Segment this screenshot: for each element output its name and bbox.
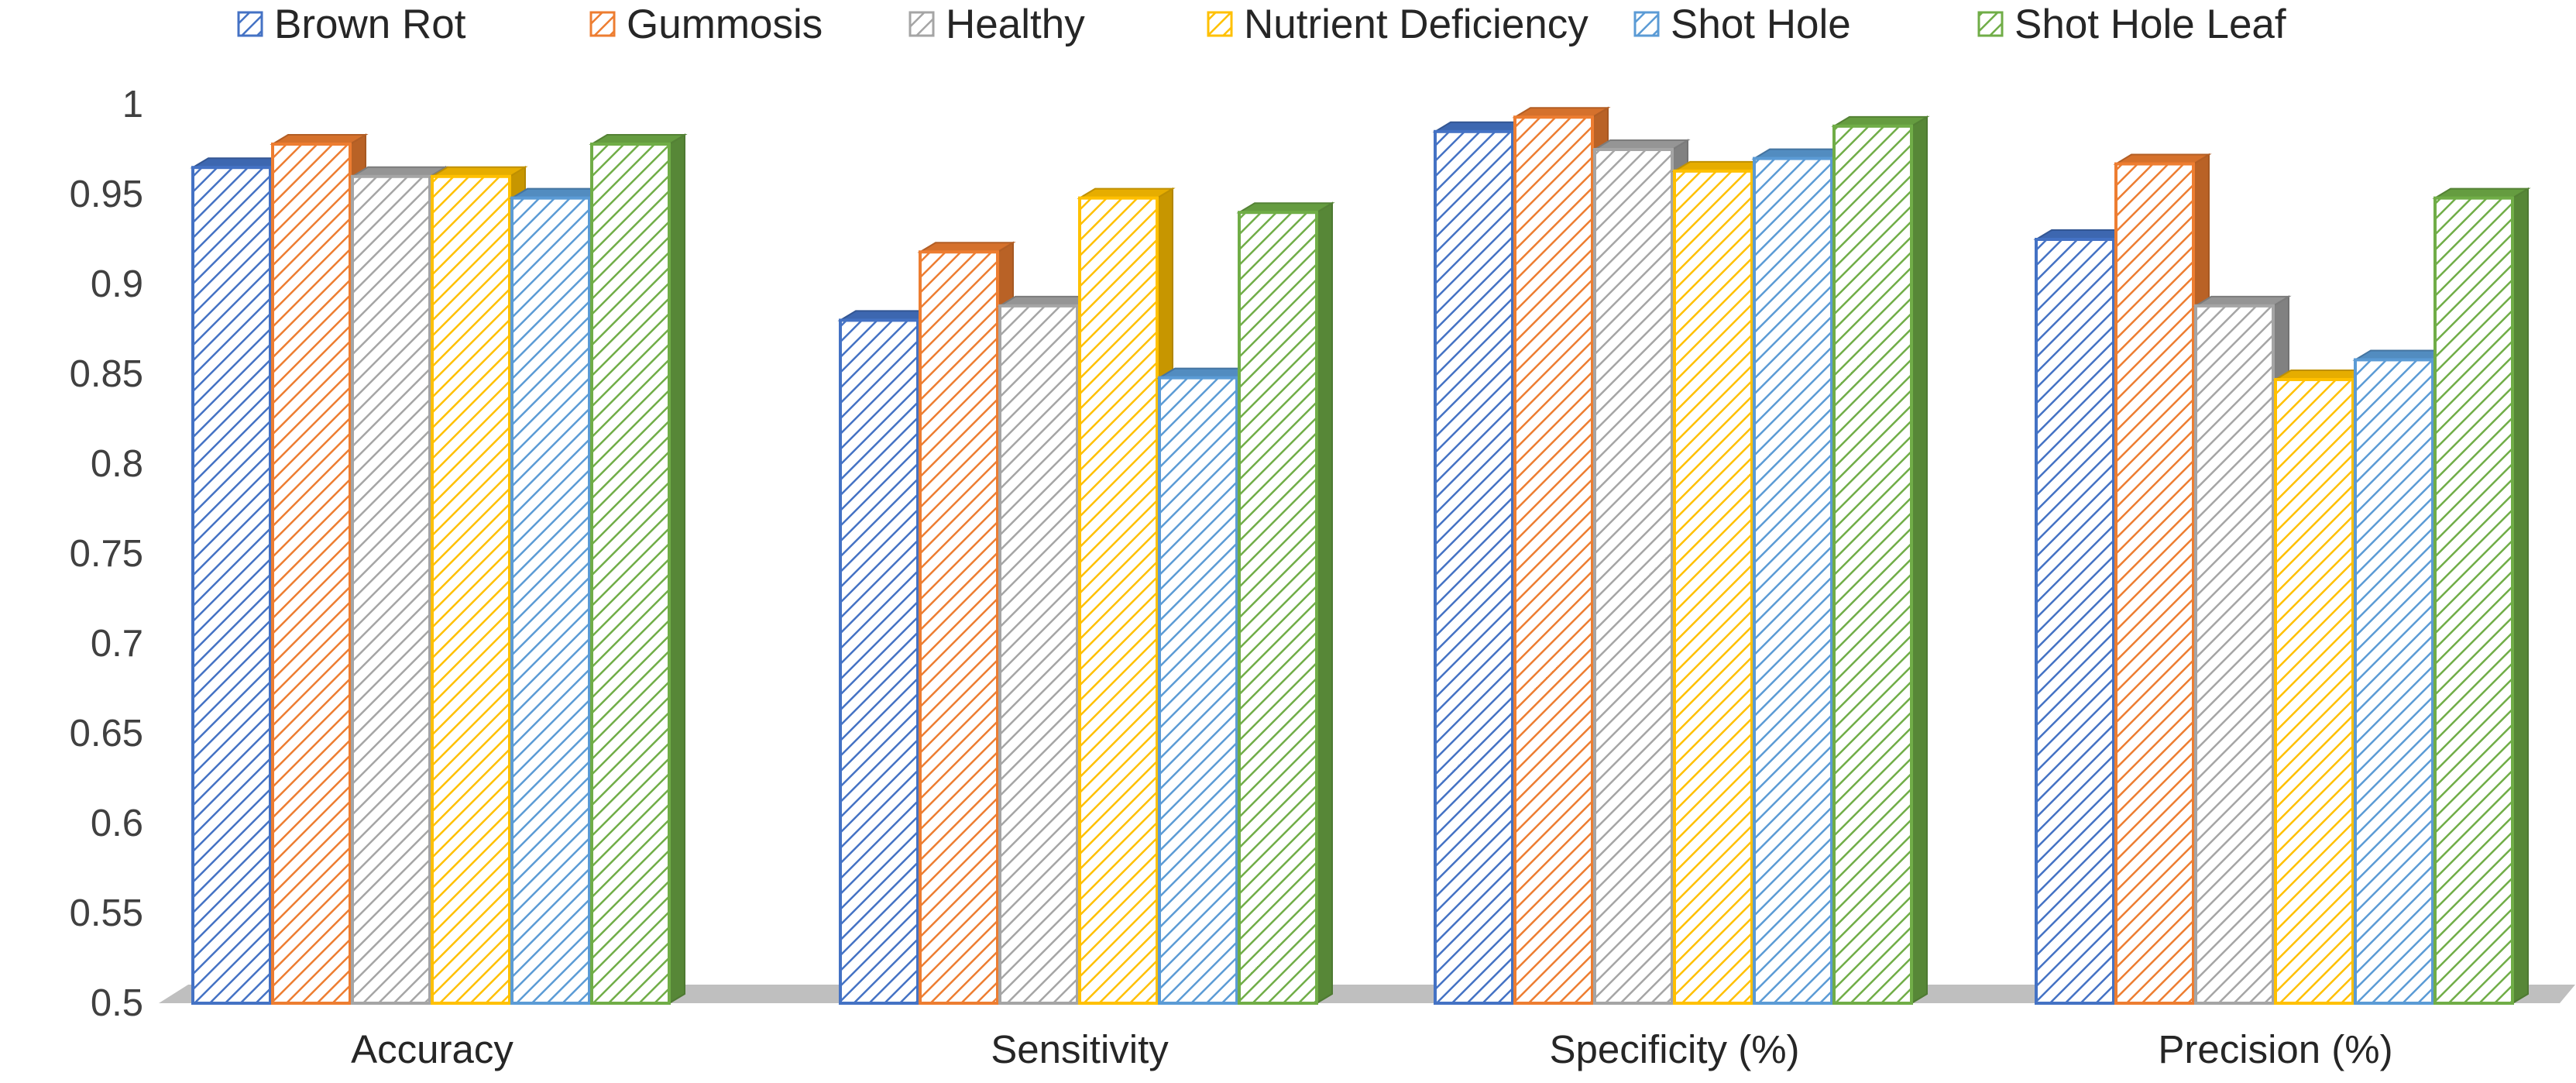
y-tick-label: 0.6 <box>91 803 143 844</box>
x-axis: Accuracy Sensitivity Specificity (%) Precis… <box>351 1027 2392 1071</box>
legend-label: Nutrient Deficiency <box>1244 2 1589 47</box>
legend-swatch <box>589 11 616 37</box>
legend-swatch <box>237 11 263 37</box>
chart-floor <box>159 985 2575 1003</box>
y-tick-label: 0.8 <box>91 443 143 485</box>
y-tick-label: 0.65 <box>70 713 143 755</box>
legend-label: Gummosis <box>627 2 823 47</box>
legend-label: Shot Hole <box>1671 2 1851 47</box>
y-tick-label: 1 <box>122 84 143 125</box>
chart-floor-plane <box>159 985 2575 1003</box>
bar-shot-hole-precision <box>2352 349 2451 1005</box>
x-category-label: Sensitivity <box>991 1027 1169 1071</box>
legend-label: Healthy <box>946 2 1085 47</box>
y-tick-label: 0.55 <box>70 892 143 934</box>
bar-group-sensitivity <box>837 187 1335 1005</box>
legend-item-shot-hole-leaf: Shot Hole Leaf <box>1977 2 2286 47</box>
y-tick-label: 0.7 <box>91 623 143 665</box>
legend-swatch <box>1633 11 1660 37</box>
legend-item-healthy: Healthy <box>908 2 1085 47</box>
y-tick-label: 0.9 <box>91 263 143 305</box>
legend-item-gummosis: Gummosis <box>589 2 823 47</box>
y-tick-label: 0.85 <box>70 353 143 395</box>
x-category-label: Specificity (%) <box>1549 1027 1799 1071</box>
legend-item-nutrient-deficiency: Nutrient Deficiency <box>1207 2 1589 47</box>
legend-swatch <box>1977 11 2004 37</box>
legend: Brown Rot Gummosis Healthy Nutrient Deficie… <box>237 2 2286 47</box>
bar-shot-hole-leaf-specificity <box>1831 115 1930 1006</box>
bar-shot-hole-leaf-accuracy <box>589 133 688 1005</box>
y-tick-label: 0.95 <box>70 174 143 215</box>
legend-item-brown-rot: Brown Rot <box>237 2 466 47</box>
legend-label: Shot Hole Leaf <box>2014 2 2286 47</box>
legend-swatch <box>908 11 935 37</box>
y-tick-label: 0.5 <box>91 982 143 1024</box>
bar-group-accuracy <box>190 133 688 1006</box>
legend-item-shot-hole: Shot Hole <box>1633 2 1851 47</box>
legend-label: Brown Rot <box>274 2 466 47</box>
bars <box>190 106 2531 1006</box>
x-category-label: Precision (%) <box>2158 1027 2392 1071</box>
bar-brown-rot-precision <box>2033 229 2132 1005</box>
legend-swatch <box>1207 11 1233 37</box>
bar-shot-hole-leaf-sensitivity <box>1236 201 1335 1005</box>
bar-shot-hole-leaf-precision <box>2432 187 2531 1005</box>
y-tick-label: 0.75 <box>70 533 143 575</box>
bar-group-specificity <box>1432 106 1930 1006</box>
bar-group-precision <box>2033 153 2531 1005</box>
y-axis: 0.5 0.55 0.6 0.65 0.7 0.75 0.8 0.85 0.9 0.95 1 <box>70 84 143 1024</box>
x-category-label: Accuracy <box>351 1027 513 1071</box>
